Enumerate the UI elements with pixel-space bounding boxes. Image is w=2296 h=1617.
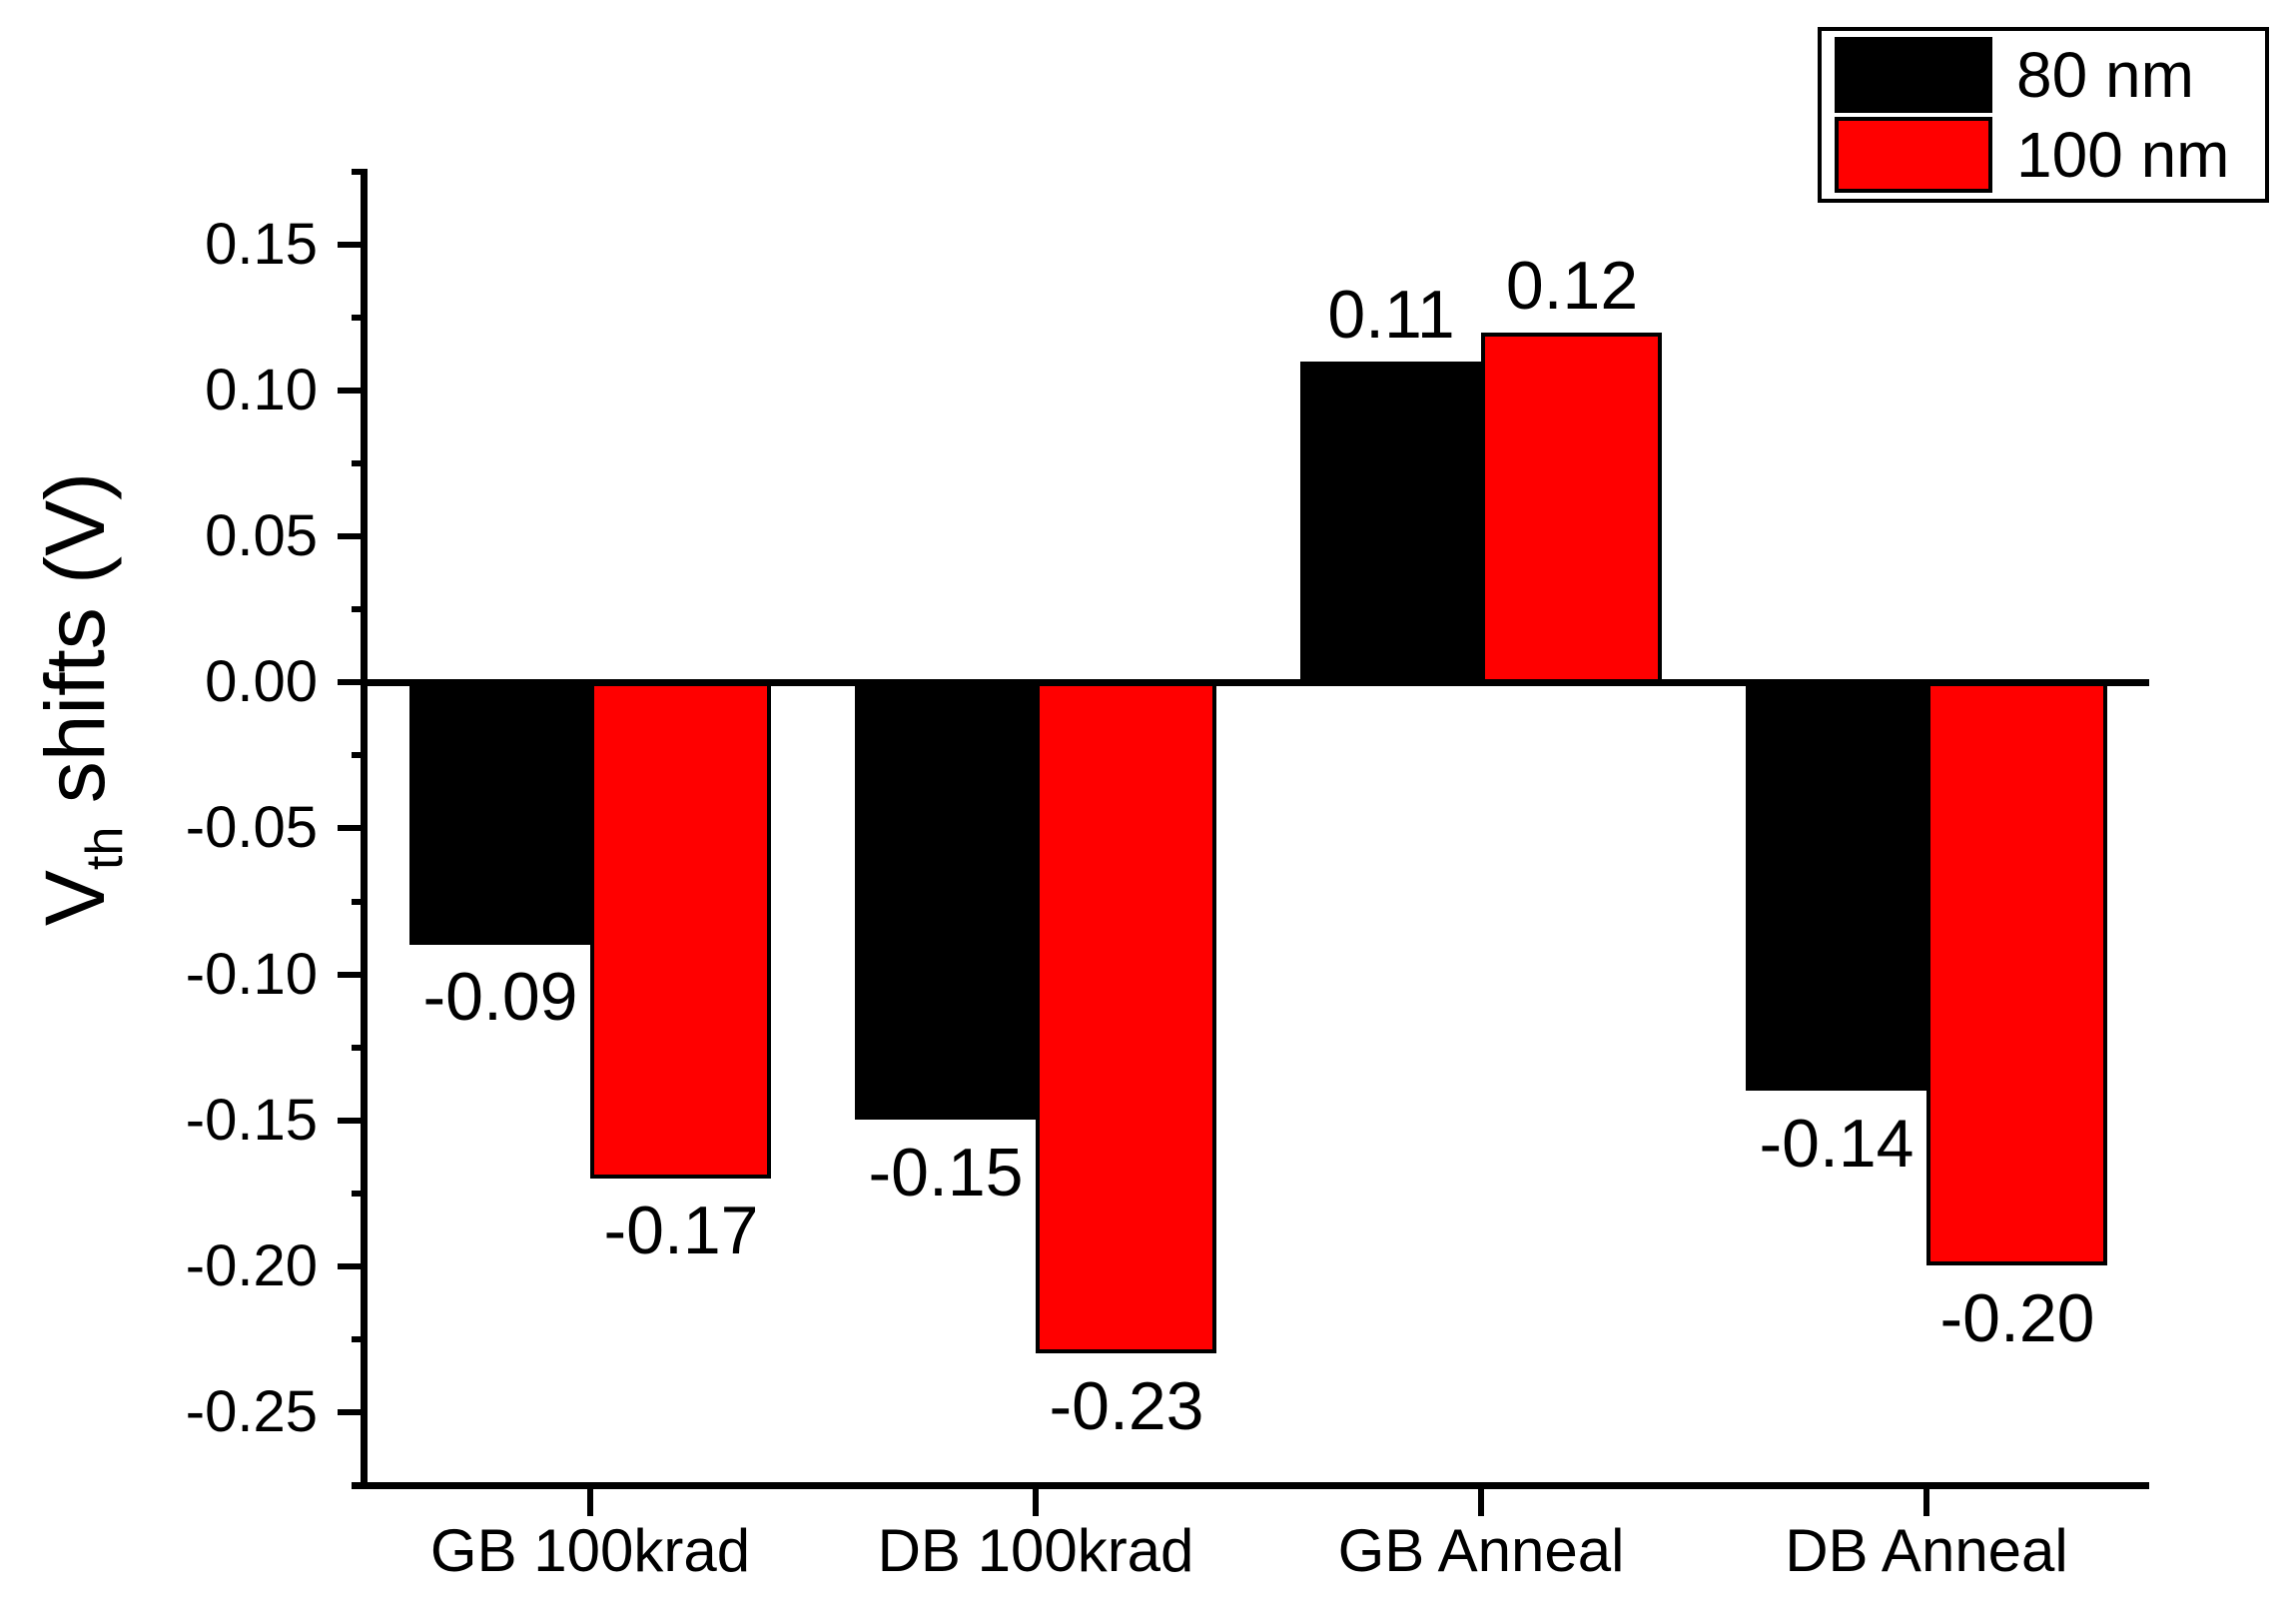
x-category-label-db-100krad: DB 100krad bbox=[877, 1517, 1194, 1584]
y-major-tick bbox=[338, 388, 368, 394]
y-major-tick bbox=[338, 972, 368, 978]
y-minor-tick bbox=[352, 460, 368, 466]
y-major-tick bbox=[338, 825, 368, 831]
legend-swatch-80nm bbox=[1835, 37, 1992, 113]
legend-label-100nm: 100 nm bbox=[2016, 119, 2230, 191]
y-tick-label: 0.05 bbox=[205, 503, 318, 568]
y-tick-label: -0.20 bbox=[185, 1233, 318, 1298]
bar-100-nm-db-anneal bbox=[1926, 682, 2107, 1265]
zero-line bbox=[368, 679, 2149, 686]
bar-value-label-80-nm-db-anneal: -0.14 bbox=[1759, 1106, 1914, 1182]
x-axis-line bbox=[352, 1482, 2149, 1489]
y-major-tick bbox=[338, 1118, 368, 1124]
y-minor-tick bbox=[352, 1045, 368, 1051]
y-major-tick bbox=[338, 242, 368, 248]
x-category-label-gb-100krad: GB 100krad bbox=[429, 1517, 751, 1584]
legend: 80 nm 100 nm bbox=[1818, 27, 2269, 203]
legend-entry-100nm: 100 nm bbox=[1835, 117, 2255, 193]
x-tick bbox=[1923, 1488, 1929, 1516]
y-tick-label: -0.10 bbox=[185, 942, 318, 1007]
x-tick bbox=[1033, 1488, 1039, 1516]
legend-label-80nm: 80 nm bbox=[2016, 39, 2194, 111]
x-category-label-gb-anneal: GB Anneal bbox=[1337, 1517, 1625, 1584]
bar-value-label-80-nm-gb-100krad: -0.09 bbox=[422, 959, 578, 1035]
bar-value-label-80-nm-db-100krad: -0.15 bbox=[868, 1135, 1024, 1211]
legend-entry-80nm: 80 nm bbox=[1835, 37, 2255, 113]
x-tick bbox=[587, 1488, 593, 1516]
y-tick-label: -0.15 bbox=[185, 1088, 318, 1153]
y-minor-tick bbox=[352, 1482, 368, 1488]
y-minor-tick bbox=[352, 315, 368, 321]
y-tick-label: 0.15 bbox=[205, 212, 318, 277]
bar-value-label-100-nm-gb-anneal: 0.12 bbox=[1505, 248, 1639, 324]
legend-swatch-100nm bbox=[1835, 117, 1992, 193]
x-tick bbox=[1478, 1488, 1484, 1516]
y-major-tick bbox=[338, 1263, 368, 1269]
bar-80-nm-gb-100krad bbox=[409, 682, 590, 945]
y-tick-label: 0.00 bbox=[205, 649, 318, 714]
bar-100-nm-gb-100krad bbox=[590, 682, 771, 1179]
bar-80-nm-gb-anneal bbox=[1300, 362, 1481, 682]
y-major-tick bbox=[338, 1409, 368, 1415]
bar-value-label-80-nm-gb-anneal: 0.11 bbox=[1327, 277, 1455, 353]
x-category-label-db-anneal: DB Anneal bbox=[1785, 1517, 2068, 1584]
bar-80-nm-db-100krad bbox=[855, 682, 1036, 1120]
y-major-tick bbox=[338, 533, 368, 539]
bar-value-label-100-nm-gb-100krad: -0.17 bbox=[603, 1193, 759, 1268]
bar-value-label-100-nm-db-anneal: -0.20 bbox=[1939, 1280, 2095, 1356]
y-minor-tick bbox=[352, 1336, 368, 1342]
y-minor-tick bbox=[352, 752, 368, 758]
bar-value-label-100-nm-db-100krad: -0.23 bbox=[1049, 1368, 1204, 1444]
bar-100-nm-db-100krad bbox=[1036, 682, 1216, 1353]
y-minor-tick bbox=[352, 899, 368, 905]
y-major-tick bbox=[338, 679, 368, 685]
y-tick-label: -0.25 bbox=[185, 1379, 318, 1444]
y-minor-tick bbox=[352, 606, 368, 612]
y-minor-tick bbox=[352, 1191, 368, 1197]
y-tick-label: 0.10 bbox=[205, 358, 318, 422]
bar-80-nm-db-anneal bbox=[1746, 682, 1926, 1091]
y-minor-tick bbox=[352, 169, 368, 175]
bar-100-nm-gb-anneal bbox=[1481, 333, 1662, 683]
y-tick-label: -0.05 bbox=[185, 795, 318, 860]
